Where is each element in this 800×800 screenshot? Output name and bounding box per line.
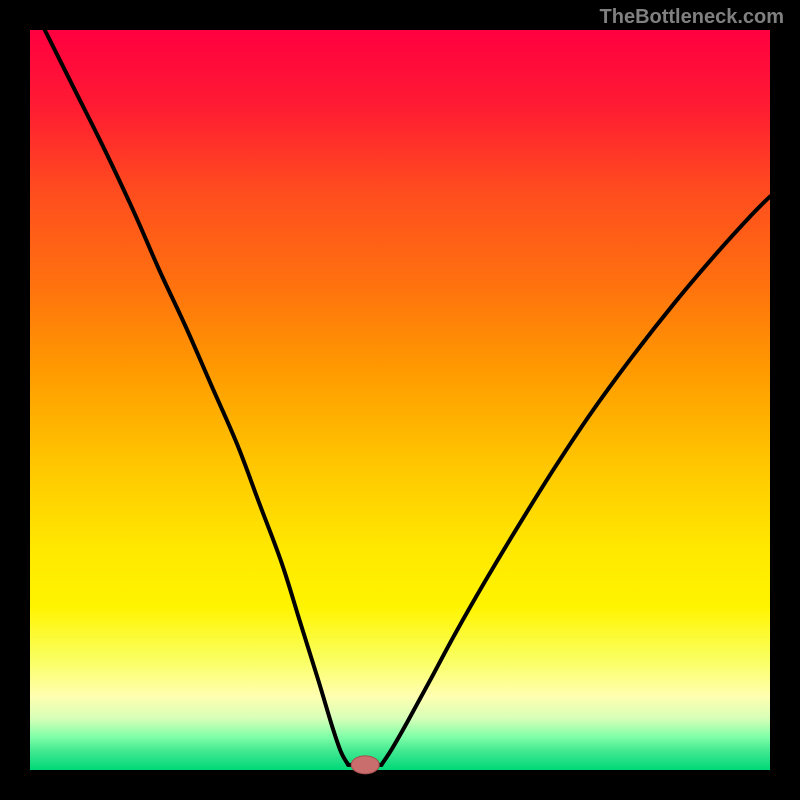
optimal-marker — [351, 756, 379, 774]
bottleneck-chart — [0, 0, 800, 800]
watermark-text: TheBottleneck.com — [600, 6, 784, 29]
plot-background — [30, 30, 770, 770]
chart-container: TheBottleneck.com — [0, 0, 800, 800]
